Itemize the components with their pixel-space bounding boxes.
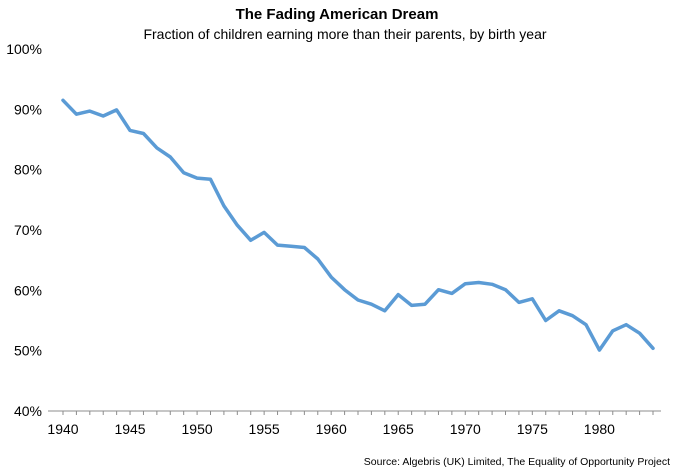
x-tick-label: 1950 bbox=[182, 421, 213, 437]
data-point bbox=[155, 146, 159, 150]
chart-title: The Fading American Dream bbox=[236, 6, 439, 23]
x-tick-label: 1940 bbox=[47, 421, 78, 437]
data-point bbox=[236, 224, 239, 227]
data-point bbox=[222, 204, 226, 208]
data-point bbox=[262, 231, 266, 234]
data-point bbox=[477, 281, 480, 284]
data-point bbox=[316, 257, 319, 261]
data-point bbox=[142, 132, 145, 135]
data-point bbox=[343, 288, 346, 291]
x-tick-label: 1980 bbox=[584, 421, 615, 437]
x-tick-label: 1970 bbox=[450, 421, 481, 437]
data-point bbox=[410, 304, 413, 307]
x-tick-label: 1955 bbox=[249, 421, 280, 437]
data-point bbox=[437, 288, 440, 291]
data-point bbox=[182, 171, 185, 174]
data-point bbox=[557, 309, 561, 312]
data-point bbox=[504, 288, 507, 291]
data-point bbox=[303, 246, 306, 249]
data-point bbox=[423, 303, 427, 306]
series-line bbox=[61, 98, 655, 352]
data-point bbox=[464, 282, 467, 285]
data-point bbox=[249, 239, 252, 242]
data-point bbox=[195, 176, 199, 180]
data-point bbox=[517, 301, 521, 304]
y-axis-tick-labels: 40% 50% 60% 70% 80% 90% 100% bbox=[6, 41, 42, 419]
data-point bbox=[625, 323, 628, 326]
plot-area bbox=[61, 98, 655, 352]
data-point bbox=[383, 309, 386, 312]
data-point bbox=[289, 245, 293, 248]
x-tick-label: 1945 bbox=[114, 421, 145, 437]
source-note: Source: Algebris (UK) Limited, The Equal… bbox=[364, 456, 670, 468]
data-point bbox=[397, 293, 400, 296]
data-point bbox=[611, 329, 614, 332]
data-point bbox=[584, 323, 588, 326]
x-tick-label: 1975 bbox=[517, 421, 548, 437]
data-point bbox=[598, 348, 601, 352]
y-tick-label: 100% bbox=[6, 41, 42, 57]
x-axis: 1940 1945 1950 1955 1960 1965 1970 1975 1980 bbox=[47, 410, 661, 437]
data-point bbox=[209, 178, 212, 181]
y-tick-label: 50% bbox=[14, 343, 42, 359]
y-tick-label: 80% bbox=[14, 162, 42, 178]
data-point bbox=[356, 298, 360, 302]
y-tick-label: 60% bbox=[14, 282, 42, 298]
data-point bbox=[490, 283, 494, 286]
x-tick-label: 1965 bbox=[383, 421, 414, 437]
data-point bbox=[531, 297, 534, 300]
data-point bbox=[651, 347, 655, 350]
y-tick-label: 90% bbox=[14, 101, 42, 117]
data-point bbox=[571, 314, 574, 317]
data-point bbox=[75, 113, 78, 116]
data-point bbox=[450, 292, 454, 295]
data-point bbox=[88, 109, 92, 113]
x-tick-label: 1960 bbox=[316, 421, 347, 437]
data-point bbox=[276, 243, 279, 247]
data-point bbox=[638, 332, 641, 335]
chart-subtitle: Fraction of children earning more than t… bbox=[143, 26, 546, 42]
data-point bbox=[61, 99, 65, 102]
data-point bbox=[102, 114, 105, 118]
data-point bbox=[128, 129, 132, 132]
y-tick-label: 40% bbox=[14, 403, 42, 419]
data-point bbox=[169, 155, 172, 159]
data-point bbox=[370, 303, 373, 306]
data-point bbox=[544, 319, 547, 322]
data-point bbox=[115, 108, 118, 112]
y-tick-label: 70% bbox=[14, 222, 42, 238]
data-point bbox=[330, 275, 333, 279]
